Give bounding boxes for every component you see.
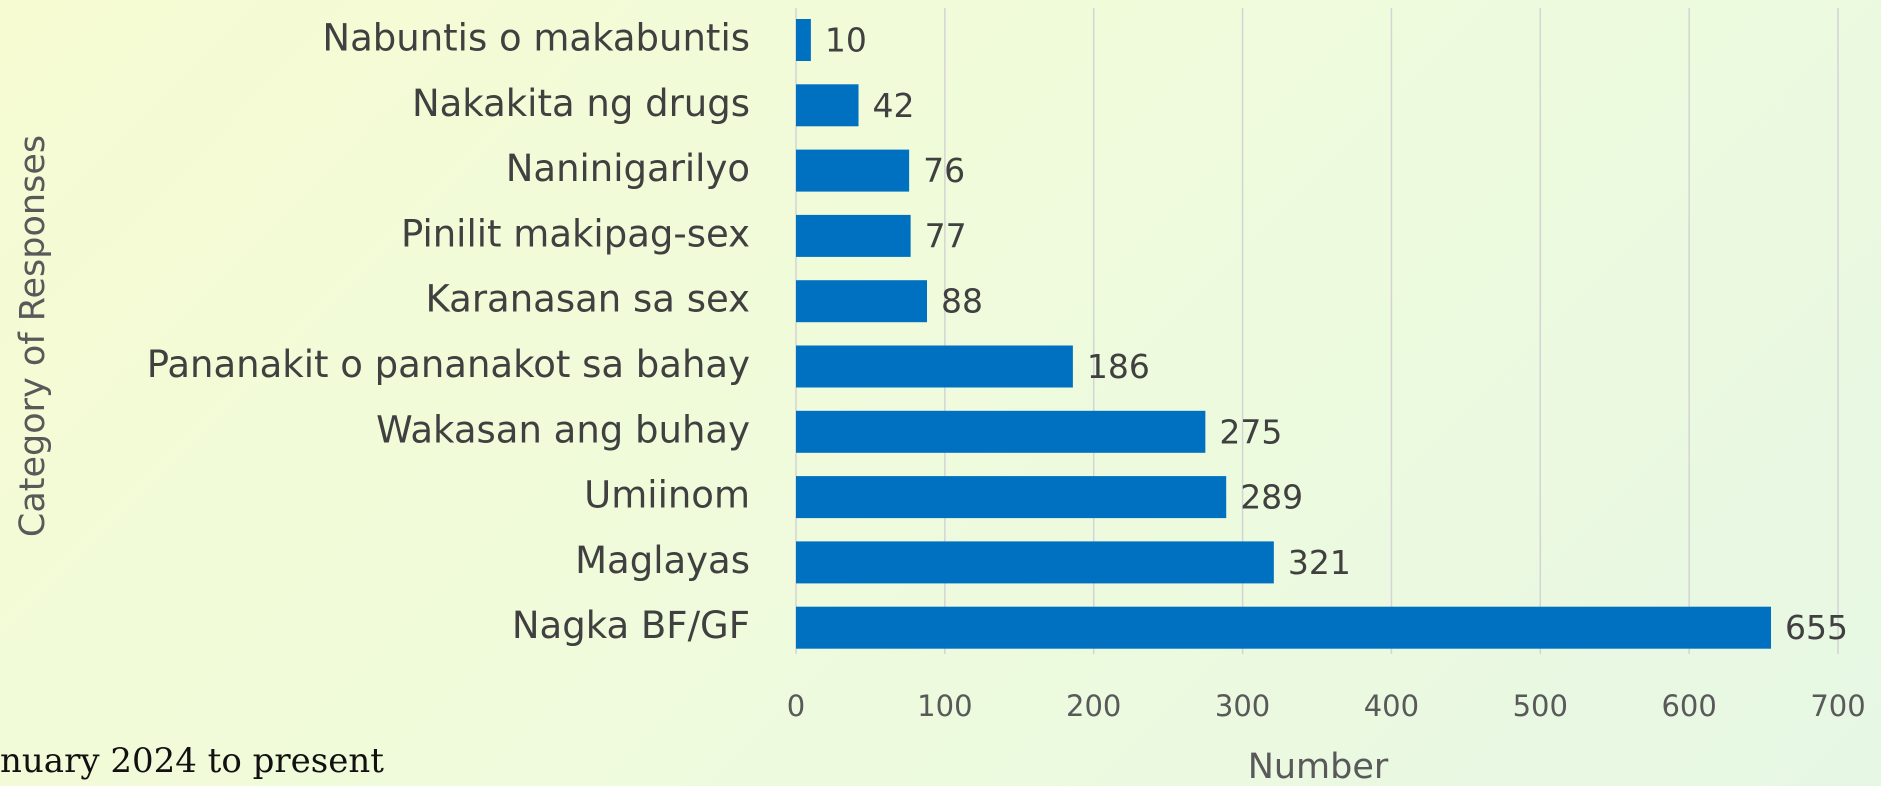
x-tick-label: 0 [787, 689, 805, 723]
y-tick-label: Nagka BF/GF [512, 604, 750, 647]
y-tick-label: Naninigarilyo [506, 147, 750, 190]
y-tick-label: Pananakit o pananakot sa bahay [147, 343, 750, 386]
footnote: nuary 2024 to present [0, 741, 384, 781]
x-tick-label: 300 [1215, 689, 1270, 723]
data-label: 186 [1087, 347, 1150, 386]
x-tick-label: 700 [1810, 689, 1865, 723]
data-label: 42 [873, 86, 915, 125]
x-tick-label: 500 [1513, 689, 1568, 723]
bar [796, 345, 1073, 388]
data-label: 275 [1219, 412, 1282, 451]
y-tick-label: Nakakita ng drugs [412, 82, 750, 125]
data-label: 77 [925, 216, 967, 255]
x-tick-label: 600 [1661, 689, 1716, 723]
bar [796, 214, 911, 257]
y-tick-label: Pinilit makipag-sex [401, 212, 750, 255]
data-label: 10 [825, 21, 867, 60]
x-axis-title: Number [1248, 747, 1389, 786]
x-tick-label: 100 [917, 689, 972, 723]
data-label: 289 [1240, 478, 1303, 517]
y-tick-label: Umiinom [584, 474, 750, 517]
bar [796, 476, 1227, 519]
y-tick-label: Maglayas [575, 539, 750, 582]
data-label: 88 [941, 282, 983, 321]
data-label: 321 [1288, 543, 1351, 582]
bar [796, 84, 859, 127]
bar [796, 149, 910, 192]
y-tick-label: Nabuntis o makabuntis [322, 17, 750, 60]
bar [796, 410, 1206, 453]
x-tick-label: 200 [1066, 689, 1121, 723]
data-label: 655 [1785, 608, 1848, 647]
y-axis-title: Category of Responses [13, 135, 53, 537]
y-tick-label: Karanasan sa sex [426, 278, 750, 321]
bar [796, 280, 927, 323]
bar [796, 606, 1772, 649]
data-label: 76 [923, 151, 965, 190]
y-tick-label: Wakasan ang buhay [376, 408, 750, 451]
x-tick-label: 400 [1364, 689, 1419, 723]
bar [796, 541, 1274, 584]
bar [796, 19, 811, 61]
